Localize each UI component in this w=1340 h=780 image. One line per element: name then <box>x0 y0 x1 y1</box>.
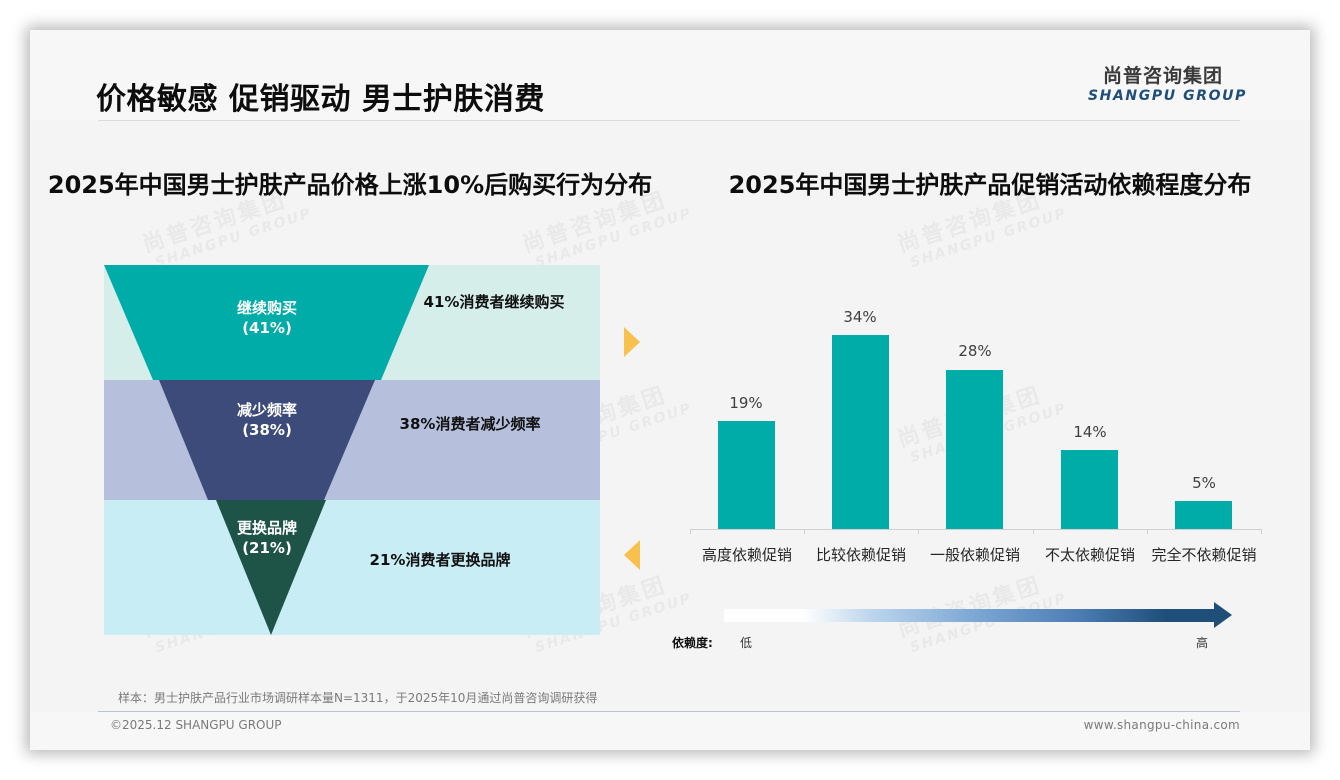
funnel-band-1-desc: 41%消费者继续购买 <box>423 293 565 311</box>
triangle-right-icon <box>624 327 640 357</box>
bar-no-reliance <box>1175 501 1232 529</box>
bar-low-reliance <box>1061 450 1118 529</box>
funnel-segment-1-label: 继续购买 (41%) <box>236 299 297 337</box>
funnel-chart-title: 2025年中国男士护肤产品价格上涨10%后购买行为分布 <box>47 171 653 199</box>
x-axis-tick <box>1261 529 1262 534</box>
bar-value-label: 34% <box>843 308 877 326</box>
funnel-segment-switch <box>216 500 326 635</box>
x-axis-tick <box>690 529 691 534</box>
x-axis-category-label: 比较依赖促销 <box>815 546 906 564</box>
scale-high-label: 高 <box>1196 636 1209 650</box>
bar-fairly-reliant <box>832 335 889 529</box>
copyright-text: ©2025.12 SHANGPU GROUP <box>110 718 282 732</box>
bar-value-label: 14% <box>1073 423 1107 441</box>
x-axis-tick <box>1147 529 1148 534</box>
funnel-band-2-desc: 38%消费者减少频率 <box>399 414 541 433</box>
scale-low-label: 低 <box>740 636 753 650</box>
x-axis-category-label: 完全不依赖促销 <box>1151 546 1257 564</box>
triangle-left-icon <box>624 540 640 570</box>
bar-value-label: 5% <box>1192 474 1216 492</box>
company-logo: 尚普咨询集团 SHANGPU GROUP <box>1088 64 1247 104</box>
funnel-chart: 41%消费者继续购买 38%消费者减少频率 21%消费者更换品牌 继续购买 (4… <box>104 265 600 635</box>
x-axis-category-label: 不太依赖促销 <box>1044 546 1135 564</box>
logo-en-text: SHANGPU GROUP <box>1088 88 1247 104</box>
bar-chart-title: 2025年中国男士护肤产品促销活动依赖程度分布 <box>728 171 1252 199</box>
title-divider <box>98 120 1240 121</box>
bar-high-reliance <box>718 421 775 529</box>
funnel-band-3-desc: 21%消费者更换品牌 <box>369 551 511 569</box>
x-axis-category-label: 一般依赖促销 <box>929 546 1020 564</box>
sample-footnote: 样本：男士护肤产品行业市场调研样本量N=1311，于2025年10月通过尚普咨询… <box>118 691 598 705</box>
header-band <box>30 30 1310 120</box>
x-axis-tick <box>804 529 805 534</box>
scale-key-label: 依赖度: <box>672 636 713 650</box>
bar-chart: 19% 34% 28% 14% 5% 高度依赖促销 比较依赖促销 一般依赖促销 … <box>690 300 1262 570</box>
funnel-segment-continue <box>104 265 429 380</box>
funnel-segment-reduce <box>159 380 375 500</box>
x-axis-tick <box>918 529 919 534</box>
arrow-head-icon <box>1214 602 1232 628</box>
funnel-band-3: 21%消费者更换品牌 <box>104 500 600 635</box>
x-axis-tick <box>1033 529 1034 534</box>
website-link[interactable]: www.shangpu-china.com <box>1083 718 1240 732</box>
gradient-bar <box>724 609 1216 622</box>
slide: 尚普咨询集团 SHANGPU GROUP 尚普咨询集团 SHANGPU GROUP … <box>30 30 1310 750</box>
page-title: 价格敏感 促销驱动 男士护肤消费 <box>96 82 545 117</box>
funnel-segment-2-label: 减少频率 (38%) <box>236 401 297 439</box>
x-axis-category-label: 高度依赖促销 <box>701 546 792 564</box>
bar-value-label: 19% <box>729 394 763 412</box>
footer-divider <box>98 711 1240 712</box>
reliance-gradient-arrow <box>724 602 1232 628</box>
funnel-segment-3-label: 更换品牌 (21%) <box>236 519 297 557</box>
logo-cn-text: 尚普咨询集团 <box>1102 65 1223 87</box>
funnel-shape <box>104 265 429 635</box>
x-axis <box>690 529 1262 530</box>
bar-moderate-reliance <box>946 370 1003 529</box>
bar-value-label: 28% <box>958 342 992 360</box>
footer-band <box>30 712 1310 750</box>
